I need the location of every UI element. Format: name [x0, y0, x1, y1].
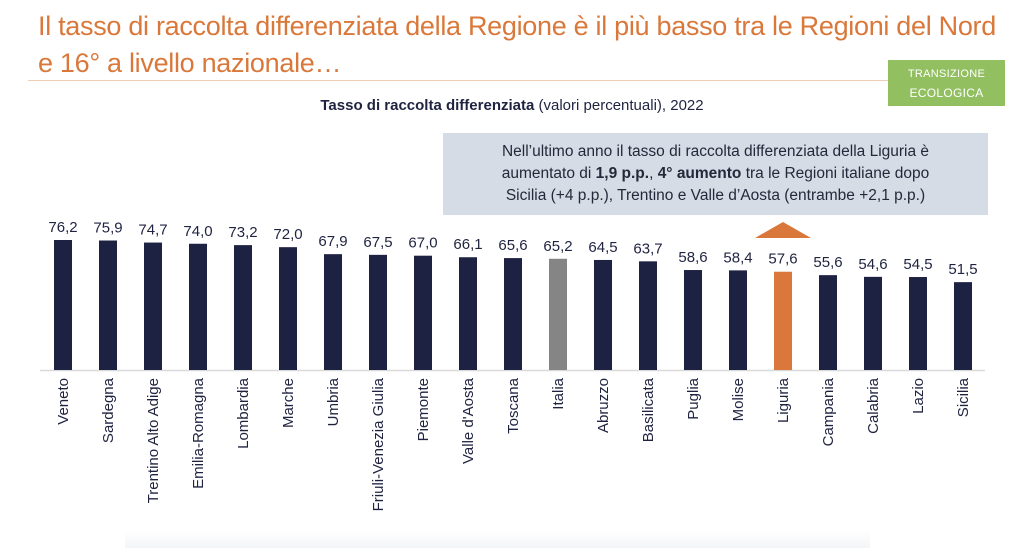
- category-label: Umbria: [325, 377, 342, 426]
- note-text: tra le Regioni italiane dopo: [741, 165, 930, 182]
- data-label: 75,9: [93, 220, 122, 237]
- category-label: Puglia: [685, 377, 702, 419]
- data-label: 51,5: [948, 261, 977, 278]
- chart-title: Tasso di raccolta differenziata (valori …: [0, 97, 1024, 114]
- category-label: Italia: [550, 377, 567, 409]
- bar-toscana: [504, 258, 522, 370]
- data-label: 72,0: [273, 226, 302, 243]
- bar-piemonte: [414, 255, 432, 370]
- bar-basilicata: [639, 261, 657, 370]
- bar-umbria: [324, 254, 342, 370]
- data-label: 67,0: [408, 235, 437, 252]
- data-label: 57,6: [768, 251, 797, 268]
- bar-calabria: [864, 276, 882, 370]
- data-label: 64,5: [588, 239, 617, 256]
- category-label: Calabria: [865, 377, 882, 434]
- bar-liguria: [774, 271, 792, 370]
- bar-italia: [549, 258, 567, 370]
- data-label: 74,0: [183, 223, 212, 240]
- note-line1: Nell’ultimo anno il tasso di raccolta di…: [501, 143, 930, 160]
- category-label: Trentino Alto Adige: [145, 378, 162, 503]
- category-label: Basilicata: [640, 377, 657, 442]
- data-label: 54,5: [903, 256, 932, 273]
- data-label: 58,4: [723, 249, 752, 266]
- data-label: 65,2: [543, 238, 572, 255]
- category-label: Sardegna: [100, 377, 117, 443]
- bar-molise: [729, 270, 747, 370]
- bar-sardegna: [99, 240, 117, 370]
- bar-sicilia: [954, 282, 972, 370]
- category-label: Marche: [280, 378, 297, 428]
- data-label: 58,6: [678, 249, 707, 266]
- bar-abruzzo: [594, 259, 612, 370]
- data-label: 67,5: [363, 234, 392, 251]
- section-badge: Transizione ecologica: [888, 60, 1005, 106]
- category-label: Campania: [820, 377, 837, 446]
- bar-veneto: [54, 240, 72, 370]
- bar-friuli-venezia-giulia: [369, 254, 387, 370]
- data-label: 76,2: [48, 219, 77, 236]
- note-text: ,: [649, 165, 658, 182]
- note-bold: 1,9 p.p.: [595, 165, 650, 182]
- note-line2: aumentato di 1,9 p.p., 4° aumento tra le…: [443, 163, 988, 185]
- bar-emilia-romagna: [189, 243, 207, 370]
- bar-valle-d-aosta: [459, 257, 477, 370]
- category-label: Lombardia: [235, 377, 252, 449]
- category-label: Molise: [730, 378, 747, 421]
- category-label: Piemonte: [415, 378, 432, 441]
- note-text: aumentato di: [501, 165, 596, 182]
- badge-line2: ecologica: [909, 86, 984, 100]
- category-label: Sicilia: [955, 377, 972, 417]
- data-label: 54,6: [858, 256, 887, 273]
- data-label: 73,2: [228, 224, 257, 241]
- bar-lombardia: [234, 245, 252, 370]
- category-label: Toscana: [505, 377, 522, 434]
- category-label: Valle d'Aosta: [460, 377, 477, 464]
- data-label: 63,7: [633, 240, 662, 257]
- bar-trentino-alto-adige: [144, 242, 162, 370]
- data-label: 67,9: [318, 233, 347, 250]
- data-label: 74,7: [138, 222, 167, 239]
- arrow-up-icon: [755, 222, 811, 238]
- category-label: Abruzzo: [595, 378, 612, 433]
- data-label: 55,6: [813, 254, 842, 271]
- badge-line1: Transizione: [907, 64, 986, 81]
- category-label: Emilia-Romagna: [190, 377, 207, 489]
- category-label: Liguria: [775, 377, 792, 423]
- category-label: Friuli-Venezia Giulia: [370, 377, 387, 511]
- data-label: 66,1: [453, 236, 482, 253]
- category-label: Veneto: [55, 378, 72, 425]
- bar-marche: [279, 247, 297, 370]
- bar-lazio: [909, 277, 927, 370]
- chart-title-rest: (valori percentuali), 2022: [534, 97, 704, 114]
- bar-puglia: [684, 270, 702, 370]
- note-bold: 4° aumento: [657, 165, 742, 182]
- title-divider: [28, 80, 888, 81]
- annotation-box: Nell’ultimo anno il tasso di raccolta di…: [443, 133, 988, 215]
- note-line3: Sicilia (+4 p.p.), Trentino e Valle d’Ao…: [505, 187, 926, 204]
- bar-campania: [819, 275, 837, 370]
- bottom-shade: [125, 530, 870, 548]
- page-title: Il tasso di raccolta differenziata della…: [38, 11, 996, 78]
- data-label: 65,6: [498, 237, 527, 254]
- chart-title-bold: Tasso di raccolta differenziata: [320, 97, 535, 114]
- category-label: Lazio: [910, 378, 927, 414]
